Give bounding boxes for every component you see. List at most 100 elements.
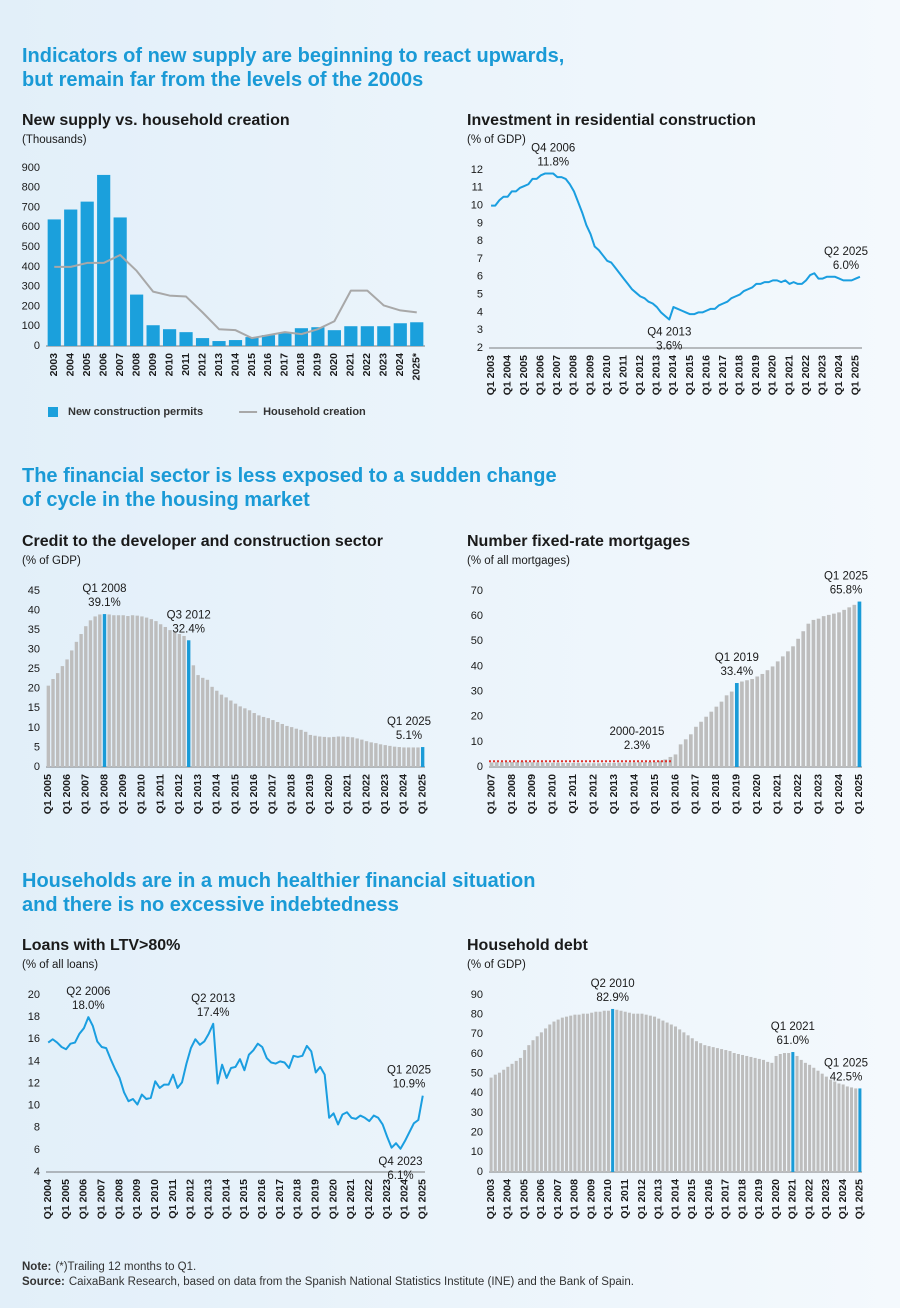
annotation-period: Q2 2025 xyxy=(824,246,868,258)
x-tick-label: Q1 2005 xyxy=(518,355,530,395)
legend-label: New construction permits xyxy=(68,406,203,418)
x-tick-label: 2023 xyxy=(378,353,390,377)
annotation-period: Q1 2025 xyxy=(824,571,868,583)
x-tick-label: Q1 2015 xyxy=(649,774,661,814)
bar xyxy=(602,1010,606,1172)
bar xyxy=(64,209,78,346)
x-tick-label: 2011 xyxy=(180,353,192,376)
chart-subtitle: (Thousands) xyxy=(22,134,87,146)
bar xyxy=(313,735,317,767)
x-tick-label: Q1 2025 xyxy=(854,1179,866,1219)
x-tick-label: Q1 2015 xyxy=(686,1179,698,1219)
x-tick-label: Q1 2021 xyxy=(783,355,795,395)
bar xyxy=(318,736,322,767)
bar xyxy=(778,1054,782,1172)
bar xyxy=(581,1013,585,1172)
y-tick-label: 8 xyxy=(477,235,483,247)
bar xyxy=(703,1045,707,1172)
x-tick-label: Q1 2017 xyxy=(717,355,729,395)
x-tick-label: Q1 2023 xyxy=(816,355,828,395)
bar xyxy=(821,616,826,767)
bar xyxy=(163,626,167,767)
x-tick-label: Q1 2004 xyxy=(42,1179,54,1219)
x-tick-label: Q1 2006 xyxy=(535,355,547,395)
x-tick-label: 2008 xyxy=(130,353,142,377)
x-tick-label: Q1 2008 xyxy=(113,1179,125,1219)
bar xyxy=(80,201,94,346)
x-tick-label: Q1 2010 xyxy=(602,1179,614,1219)
x-tick-label: Q1 2007 xyxy=(551,355,563,395)
y-tick-label: 300 xyxy=(22,281,40,293)
bar xyxy=(724,1050,728,1172)
x-tick-label: Q1 2017 xyxy=(690,774,702,814)
bar xyxy=(740,681,744,767)
bar xyxy=(350,737,355,767)
y-tick-label: 60 xyxy=(471,1048,483,1060)
x-tick-label: Q1 2013 xyxy=(653,1179,665,1219)
bar xyxy=(196,675,200,767)
line xyxy=(54,254,417,340)
bar xyxy=(154,621,158,767)
annotation-period: Q2 2010 xyxy=(591,978,635,990)
bar xyxy=(364,741,369,767)
bar xyxy=(98,614,102,767)
x-tick-label: Q1 2012 xyxy=(185,1179,197,1219)
x-tick-label: Q1 2014 xyxy=(220,1179,232,1219)
y-tick-label: 0 xyxy=(477,761,483,773)
bar xyxy=(289,727,294,767)
bar xyxy=(594,1011,598,1172)
bar xyxy=(299,729,303,767)
bar xyxy=(130,294,144,346)
bar xyxy=(402,747,406,767)
bar xyxy=(780,656,785,767)
bar xyxy=(74,641,79,767)
x-tick-label: Q1 2010 xyxy=(136,774,148,814)
bar xyxy=(577,1014,581,1172)
bar xyxy=(636,1013,640,1172)
bar xyxy=(102,614,107,767)
x-tick-label: Q1 2011 xyxy=(567,774,579,814)
bar xyxy=(565,1016,569,1172)
x-tick-label: Q1 2012 xyxy=(173,774,185,814)
bar xyxy=(224,697,228,767)
x-tick-label: Q1 2016 xyxy=(256,1179,268,1219)
y-tick-label: 30 xyxy=(471,1107,483,1119)
bar xyxy=(493,1074,497,1172)
source-label: Source: xyxy=(22,1276,65,1288)
bar xyxy=(678,1029,682,1172)
bar xyxy=(46,685,51,767)
bar xyxy=(275,722,280,767)
x-tick-label: Q1 2021 xyxy=(342,774,354,814)
x-tick-label: 2014 xyxy=(229,353,241,377)
bar xyxy=(673,1026,678,1172)
y-tick-label: 16 xyxy=(28,1033,40,1045)
bar xyxy=(261,335,276,346)
x-tick-label: Q1 2021 xyxy=(345,1179,357,1219)
bar xyxy=(845,1086,849,1172)
x-tick-label: Q1 2022 xyxy=(800,355,812,395)
annotation-label: 39.1% xyxy=(88,597,121,609)
x-tick-label: 2020 xyxy=(328,353,340,377)
chart-title: Household debt xyxy=(467,937,589,954)
x-tick-label: Q1 2020 xyxy=(770,1179,782,1219)
x-tick-label: 2021 xyxy=(345,353,357,377)
x-tick-label: Q1 2021 xyxy=(771,774,783,814)
bar xyxy=(168,630,172,767)
bar xyxy=(233,703,238,767)
bar xyxy=(833,1081,837,1172)
bar xyxy=(808,1064,812,1172)
bar xyxy=(619,1010,623,1172)
bar xyxy=(791,646,795,767)
bar xyxy=(308,734,313,767)
bar xyxy=(665,1022,669,1172)
bar xyxy=(690,1038,694,1172)
annotation-period: Q3 2012 xyxy=(167,609,211,621)
bar xyxy=(774,1055,778,1172)
bar xyxy=(510,1063,514,1172)
bar xyxy=(243,708,247,767)
y-tick-label: 900 xyxy=(22,162,40,174)
annotation-label: 6.0% xyxy=(833,260,859,272)
x-tick-label: 2017 xyxy=(279,353,291,377)
bar xyxy=(803,1062,807,1172)
bar xyxy=(144,617,149,767)
